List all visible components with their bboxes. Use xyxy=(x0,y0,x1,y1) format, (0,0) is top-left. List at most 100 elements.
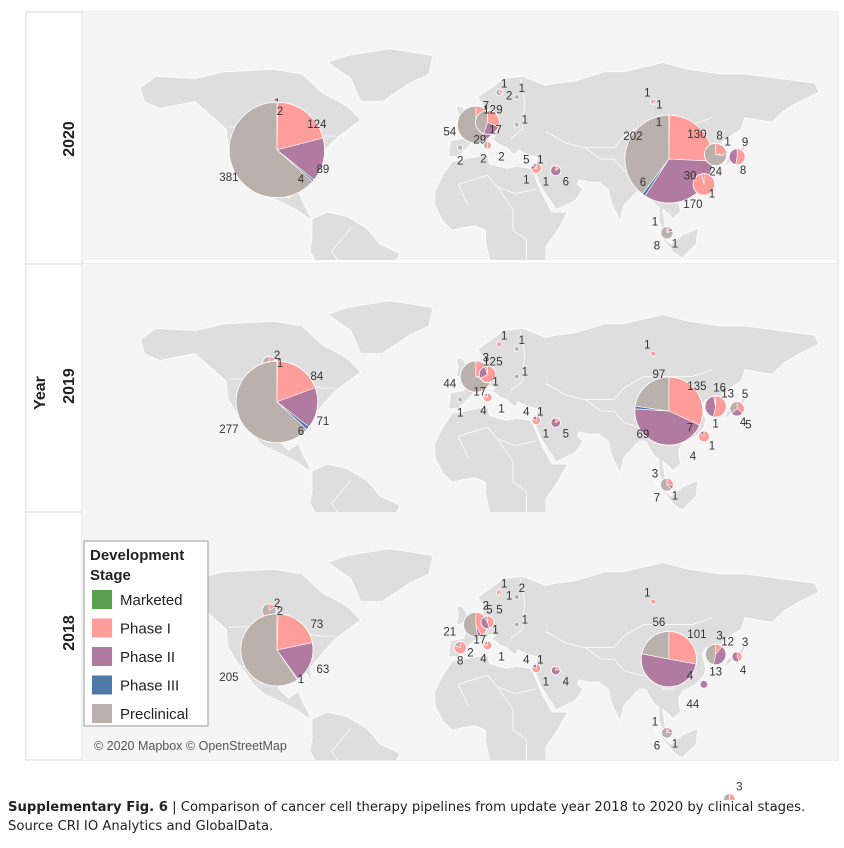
data-label: 7 xyxy=(483,101,489,113)
legend-label: Marketed xyxy=(120,592,183,609)
data-label: 30 xyxy=(684,170,697,182)
pie-iberia[interactable]: 2 xyxy=(457,144,463,168)
data-label: 9 xyxy=(742,137,748,149)
country-border xyxy=(496,686,527,760)
pie-southeast-asia[interactable]: 3 17 xyxy=(652,469,678,505)
landmass-south-america xyxy=(309,463,401,512)
pie-israel[interactable]: 5 11 xyxy=(523,154,543,186)
country-border xyxy=(545,617,712,648)
landmass-greenland xyxy=(326,48,434,102)
pie-russia[interactable]: 1 xyxy=(644,588,657,605)
pie-outline xyxy=(723,793,736,800)
legend-label: Phase II xyxy=(120,649,175,666)
pie-outline xyxy=(650,350,657,357)
data-label: 4 xyxy=(740,417,747,429)
pie-finland[interactable]: 1 xyxy=(513,83,525,101)
pie-southeast-asia[interactable]: 116 xyxy=(652,717,678,753)
pie-australia[interactable]: 36 xyxy=(723,781,743,800)
pie-iberia[interactable]: 1 xyxy=(457,396,463,420)
pie-outline xyxy=(704,395,727,418)
legend-item-phase-ii[interactable]: Phase II xyxy=(92,647,175,666)
pie-outline xyxy=(650,98,657,105)
pie-russia[interactable]: 1 xyxy=(644,340,657,357)
pie-taiwan[interactable]: 4 xyxy=(687,670,709,689)
pie-eastern-europe[interactable]: 1 xyxy=(513,115,528,128)
pie-finland[interactable]: 1 xyxy=(513,335,525,352)
data-label: 4 xyxy=(480,405,487,417)
pie-outline xyxy=(235,360,319,444)
pie-outline xyxy=(550,665,561,676)
pie-japan[interactable]: 98 xyxy=(728,137,748,177)
pie-russia[interactable]: 11 xyxy=(644,88,662,112)
pie-iberia[interactable]: 82 xyxy=(453,641,474,668)
data-label: 2 xyxy=(519,583,525,595)
pie-taiwan[interactable]: 30 1 xyxy=(684,170,716,200)
data-label: 6 xyxy=(654,741,660,753)
pie-taiwan[interactable]: 71 xyxy=(687,422,715,452)
data-label: 8 xyxy=(654,241,660,253)
pie-japan[interactable]: 34 xyxy=(731,637,748,677)
legend-item-preclinical[interactable]: Preclinical xyxy=(92,704,188,723)
landmass-eurasia xyxy=(448,314,820,490)
country-border xyxy=(457,426,537,458)
pie-scandinavia[interactable]: 11 xyxy=(496,578,512,602)
data-label: 2 xyxy=(506,90,512,102)
landmass-borneo-sumatra xyxy=(652,727,699,759)
data-label: 4 xyxy=(480,653,487,665)
year-label-2020: 2020 xyxy=(60,121,78,157)
pie-outline xyxy=(640,631,697,688)
pie-southeast-asia[interactable]: 118 xyxy=(652,217,678,253)
panel-2020: 1142124894381121297541291712225111611113… xyxy=(82,12,838,315)
pie-outline xyxy=(550,417,561,428)
country-border xyxy=(510,578,525,639)
pie-eastern-europe[interactable]: 1 xyxy=(513,615,528,628)
pie-outline xyxy=(660,477,674,492)
pie-japan[interactable]: 545 xyxy=(729,389,752,432)
data-label: 69 xyxy=(637,429,650,441)
data-label: 1 xyxy=(644,588,650,600)
y-axis-title: Year xyxy=(31,376,49,410)
data-label: 13 xyxy=(721,389,734,401)
data-label: 1 xyxy=(519,335,525,347)
pie-outline xyxy=(634,376,704,446)
data-label: 1 xyxy=(523,174,529,186)
pie-united-states[interactable]: 1 84 71 6 277 xyxy=(219,358,330,444)
pie-germany[interactable]: 5 51 xyxy=(480,604,503,636)
data-label: 4 xyxy=(523,654,530,666)
pie-china[interactable]: 97 135 4 69 xyxy=(634,369,707,463)
pie-south-korea[interactable]: 312 13 xyxy=(704,631,734,679)
legend-item-phase-i[interactable]: Phase I xyxy=(92,618,171,638)
pie-outline xyxy=(513,345,520,352)
legend-item-marketed[interactable]: Marketed xyxy=(92,590,183,609)
country-border xyxy=(457,674,537,706)
pie-finland[interactable]: 2 xyxy=(513,583,525,601)
pie-united-states[interactable]: 2 124 89 4 381 xyxy=(219,101,329,199)
map-attribution[interactable]: © 2020 Mapbox © OpenStreetMap xyxy=(94,739,287,753)
pie-germany[interactable]: 12 9 17 xyxy=(475,104,503,136)
pie-south-korea[interactable]: 8 1 24 xyxy=(704,131,731,179)
pie-scandinavia[interactable]: 12 xyxy=(495,78,513,102)
pie-united-states[interactable]: 2 73 63 1 205 xyxy=(219,606,329,687)
legend-item-phase-iii[interactable]: Phase III xyxy=(92,675,179,695)
pie-china[interactable]: 56 101 44 xyxy=(640,617,706,711)
pie-eastern-europe[interactable]: 1 xyxy=(513,367,528,380)
pie-markers: 2112736312051121722155114182411415610144… xyxy=(219,578,748,800)
data-label: 5 xyxy=(496,604,502,616)
pie-scandinavia[interactable]: 1 xyxy=(496,330,508,348)
data-label: 71 xyxy=(317,416,330,428)
pie-germany[interactable]: 12 5 1 xyxy=(478,356,503,388)
pie-outline xyxy=(728,148,746,166)
landmass-africa xyxy=(434,654,569,760)
data-label: 1 xyxy=(522,367,528,379)
landmass-borneo-sumatra xyxy=(652,479,699,511)
